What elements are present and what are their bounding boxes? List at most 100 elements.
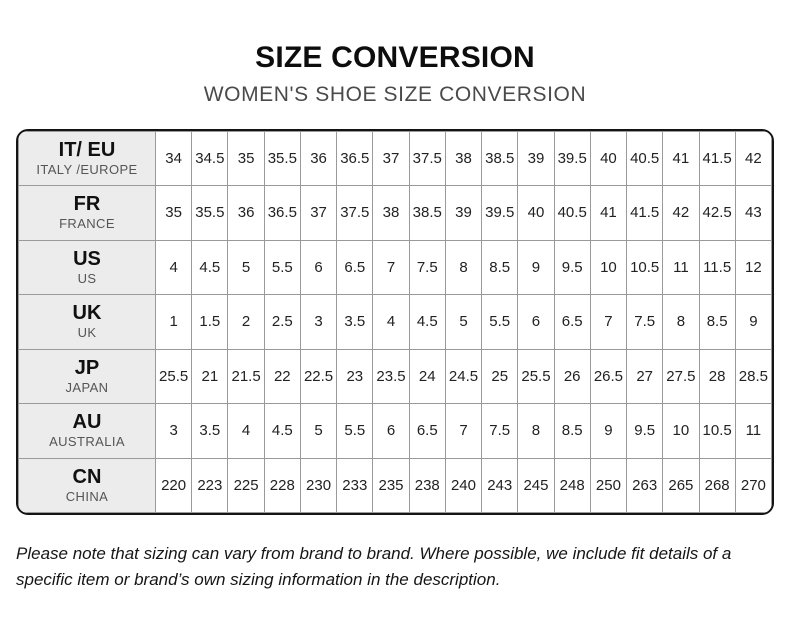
size-cell: 6 xyxy=(299,239,338,296)
region-code: CN xyxy=(72,465,102,488)
sizing-footnote: Please note that sizing can vary from br… xyxy=(16,544,732,589)
size-cell: 11 xyxy=(662,239,700,296)
region-code: UK xyxy=(72,302,102,325)
region-code: JP xyxy=(74,356,100,379)
size-cell: 9.5 xyxy=(553,239,591,296)
size-cell: 22 xyxy=(263,348,301,405)
size-cell: 35 xyxy=(227,130,265,187)
size-cell: 42 xyxy=(734,130,772,187)
size-cell: 35.5 xyxy=(191,185,229,241)
size-cell: 24.5 xyxy=(444,348,483,405)
size-cell: 10.5 xyxy=(698,403,736,459)
size-conversion-table-wrap: IT/ EU ITALY /EUROPE 34 34.5 35 35.5 36 36.5 37 3… xyxy=(16,128,774,516)
size-cell: 265 xyxy=(662,457,700,514)
row-header-cell: IT/ EU ITALY /EUROPE xyxy=(18,130,156,187)
size-cell: 37.5 xyxy=(336,185,374,241)
size-cell: 240 xyxy=(444,457,483,514)
size-cell: 4.5 xyxy=(191,239,229,296)
size-cell: 1 xyxy=(154,294,193,350)
row-header-cell: AU AUSTRALIA xyxy=(18,403,156,459)
region-code: US xyxy=(73,247,101,270)
size-cell: 7.5 xyxy=(626,294,664,350)
size-cell: 34.5 xyxy=(191,130,229,187)
region-code: IT/ EU xyxy=(58,138,116,161)
size-cell: 26.5 xyxy=(589,348,628,405)
table-row: AU AUSTRALIA 3 3.5 4 4.5 5 5.5 6 6.5 7 7.5 8 8.5 9 9.5 1… xyxy=(18,403,772,459)
size-cell: 5.5 xyxy=(263,239,301,296)
size-cell: 270 xyxy=(734,457,772,514)
size-cell: 36 xyxy=(227,185,265,241)
size-cell: 6.5 xyxy=(553,294,591,350)
size-cell: 40.5 xyxy=(626,130,664,187)
size-cell: 220 xyxy=(154,457,193,514)
size-cell: 11.5 xyxy=(698,239,736,296)
size-cell: 39 xyxy=(517,130,555,187)
size-cell: 21 xyxy=(191,348,229,405)
table-row: UK UK 1 1.5 2 2.5 3 3.5 4 4.5 5 5.5 6 6.5 7 7.5 8 8.5 9 xyxy=(18,294,772,350)
size-cell: 243 xyxy=(481,457,519,514)
size-cell: 8.5 xyxy=(481,239,519,296)
page-title: SIZE CONVERSION xyxy=(255,41,535,74)
size-cell: 40 xyxy=(589,130,628,187)
size-cell: 238 xyxy=(408,457,446,514)
row-header-cell: JP JAPAN xyxy=(18,348,156,405)
size-cell: 37 xyxy=(299,185,338,241)
size-cell: 42 xyxy=(662,185,700,241)
size-cell: 37 xyxy=(372,130,410,187)
size-cell: 39.5 xyxy=(553,130,591,187)
region-name: AUSTRALIA xyxy=(49,434,125,450)
row-header-cell: CN CHINA xyxy=(18,457,156,514)
size-cell: 43 xyxy=(734,185,772,241)
size-cell: 41 xyxy=(662,130,700,187)
size-cell: 1.5 xyxy=(191,294,229,350)
region-name: US xyxy=(77,270,97,286)
size-cell: 37.5 xyxy=(408,130,446,187)
size-cell: 235 xyxy=(372,457,410,514)
size-cell: 22.5 xyxy=(299,348,338,405)
row-header-cell: US US xyxy=(18,239,156,296)
size-cell: 4 xyxy=(227,403,265,459)
size-cell: 38 xyxy=(444,130,483,187)
table-row: FR FRANCE 35 35.5 36 36.5 37 37.5 38 38.5 39 39.5 40… xyxy=(18,185,772,241)
size-cell: 25.5 xyxy=(517,348,555,405)
size-cell: 40 xyxy=(517,185,555,241)
size-cell: 36 xyxy=(299,130,338,187)
size-cell: 6 xyxy=(517,294,555,350)
size-cell: 6 xyxy=(372,403,410,459)
size-cell: 3 xyxy=(299,294,338,350)
size-cell: 8 xyxy=(517,403,555,459)
size-cell: 6.5 xyxy=(336,239,374,296)
size-cell: 11 xyxy=(734,403,772,459)
size-cell: 5.5 xyxy=(336,403,374,459)
region-name: JAPAN xyxy=(65,379,109,395)
size-cell: 26 xyxy=(553,348,591,405)
size-cell: 8.5 xyxy=(553,403,591,459)
size-cell: 7 xyxy=(372,239,410,296)
region-name: ITALY /EUROPE xyxy=(36,161,138,177)
region-code: FR xyxy=(73,193,101,216)
size-cell: 245 xyxy=(517,457,555,514)
size-cell: 4 xyxy=(372,294,410,350)
size-cell: 38 xyxy=(372,185,410,241)
size-cell: 225 xyxy=(227,457,265,514)
size-cell: 248 xyxy=(553,457,591,514)
size-cell: 9 xyxy=(517,239,555,296)
size-cell: 230 xyxy=(299,457,338,514)
size-cell: 3.5 xyxy=(191,403,229,459)
size-cell: 7.5 xyxy=(481,403,519,459)
size-conversion-page: SIZE CONVERSION WOMEN'S SHOE SIZE CONVER… xyxy=(16,41,774,589)
table-row: CN CHINA 220 223 225 228 230 233 235 238 240 243 245… xyxy=(18,457,772,514)
size-cell: 25.5 xyxy=(154,348,193,405)
size-cell: 3 xyxy=(154,403,193,459)
size-cell: 25 xyxy=(481,348,519,405)
size-cell: 35.5 xyxy=(263,130,301,187)
size-cell: 3.5 xyxy=(336,294,374,350)
page-subtitle: WOMEN'S SHOE SIZE CONVERSION xyxy=(203,82,587,106)
size-cell: 9 xyxy=(589,403,628,459)
size-cell: 27 xyxy=(626,348,664,405)
size-cell: 250 xyxy=(589,457,628,514)
size-cell: 12 xyxy=(734,239,772,296)
size-cell: 23.5 xyxy=(372,348,410,405)
size-cell: 263 xyxy=(626,457,664,514)
size-cell: 27.5 xyxy=(662,348,700,405)
